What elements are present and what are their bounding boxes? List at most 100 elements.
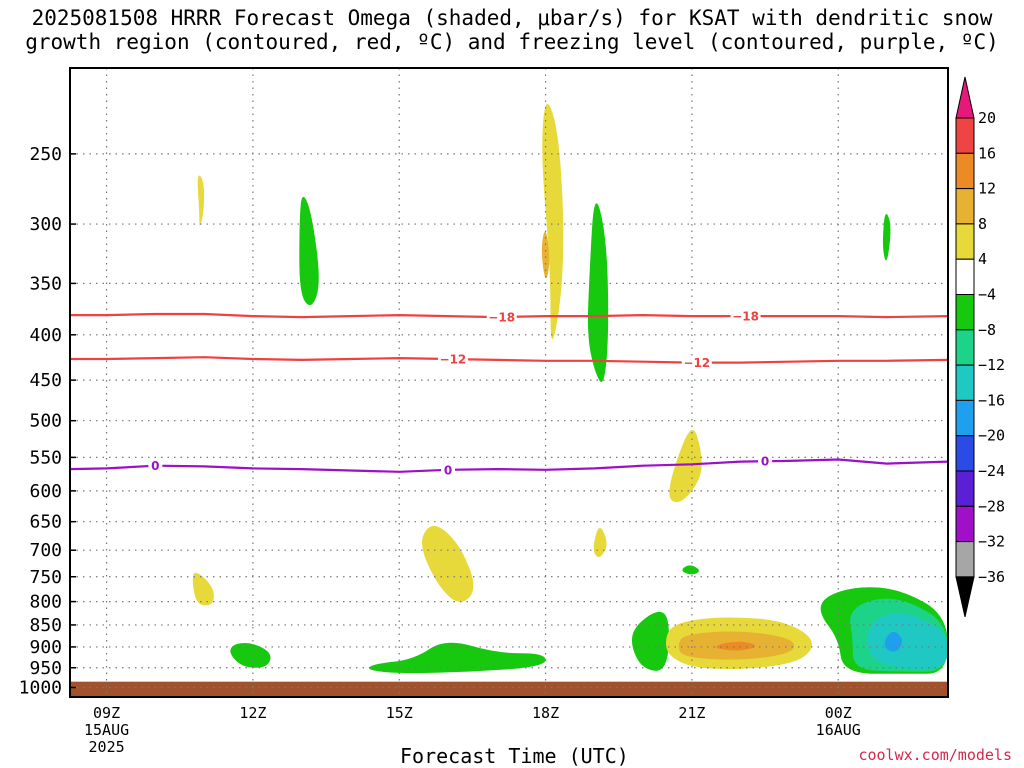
omega-region-4-9 (192, 572, 214, 606)
axes-layer: 2503003504004505005506006507007508008509… (19, 144, 861, 756)
below-ground-fill (70, 681, 948, 697)
y-tick-label-750: 750 (29, 567, 62, 588)
x-tick-sublabel-09Z-0: 15AUG (84, 721, 129, 739)
colorbar-swatch-9 (955, 399, 975, 437)
contour-label-0-2: 0 (761, 455, 769, 469)
colorbar-label-12: −32 (978, 533, 1005, 551)
x-tick-label-09Z: 09Z (93, 704, 120, 722)
colorbar-label-1: 16 (978, 144, 996, 162)
omega-region-4-7 (593, 528, 607, 558)
colorbar-label-6: −8 (978, 321, 996, 339)
y-tick-label-250: 250 (29, 144, 62, 165)
title-line-1: 2025081508 HRRR Forecast Omega (shaded, … (31, 6, 993, 30)
y-tick-label-450: 450 (29, 370, 62, 391)
y-tick-label-300: 300 (29, 214, 62, 235)
y-tick-label-400: 400 (29, 325, 62, 346)
omega-region-neg4-3 (299, 196, 319, 306)
colorbar: 20 16 12 8 4 −4 −8 −12 −16 −20 −24 −28 −32 −36 (955, 76, 1005, 618)
contour-label-−18-0: −18 (488, 310, 515, 324)
omega-region-neg12-19 (867, 613, 948, 669)
x-tick-sublabel-00Z-0: 16AUG (816, 721, 861, 739)
x-axis-label: Forecast Time (UTC) (400, 744, 629, 768)
colorbar-swatch-2 (955, 152, 975, 190)
contour-label-−18-1: −18 (732, 310, 759, 324)
plot-content (70, 104, 948, 697)
y-tick-label-550: 550 (29, 447, 62, 468)
x-tick-label-15Z: 15Z (386, 704, 413, 722)
contour-label-bg-0-1 (441, 462, 456, 477)
y-tick-label-350: 350 (29, 273, 62, 294)
x-tick-label-12Z: 12Z (239, 704, 266, 722)
contour-label-bg-−18-0 (486, 309, 517, 324)
colorbar-swatch-5 (955, 258, 975, 296)
colorbar-label-3: 8 (978, 215, 987, 233)
colorbar-top-arrow (955, 76, 975, 119)
x-tick-sublabel-09Z-1: 2025 (89, 738, 125, 756)
chart-title: 2025081508 HRRR Forecast Omega (shaded, … (0, 6, 1024, 54)
contour-label-0-0: 0 (151, 459, 159, 473)
y-tick-label-800: 800 (29, 592, 62, 613)
colorbar-label-11: −28 (978, 497, 1005, 515)
omega-region-neg4-5 (882, 214, 891, 261)
y-tick-label-500: 500 (29, 411, 62, 432)
omega-region-4-8 (422, 525, 474, 602)
colorbar-label-2: 12 (978, 180, 996, 198)
omega-region-4-0 (542, 104, 564, 340)
y-tick-label-700: 700 (29, 540, 62, 561)
colorbar-label-13: −36 (978, 568, 1005, 586)
contour-label-−12-0: −12 (440, 353, 467, 367)
colorbar-swatch-7 (955, 329, 975, 366)
x-tick-label-21Z: 21Z (678, 704, 705, 722)
contour-label-bg-0-0 (148, 458, 163, 473)
omega-region-neg4-4 (587, 203, 609, 382)
colorbar-swatch-8 (955, 364, 975, 401)
colorbar-bottom-arrow (955, 576, 975, 618)
colorbar-swatch-3 (955, 188, 975, 225)
contour-label-bg-−12-0 (437, 352, 468, 367)
credit-link[interactable]: coolwx.com/models (858, 746, 1012, 764)
y-tick-label-950: 950 (29, 658, 62, 679)
plot-frame (69, 67, 949, 698)
y-tick-label-600: 600 (29, 481, 62, 502)
grid-layer (70, 68, 948, 697)
contour-label-0-1: 0 (444, 463, 452, 477)
colorbar-swatch-12 (955, 505, 975, 543)
colorbar-swatch-4 (955, 223, 975, 260)
y-tick-label-1000: 1000 (19, 677, 62, 698)
colorbar-label-8: −16 (978, 391, 1005, 409)
colorbar-label-10: −24 (978, 462, 1005, 480)
omega-region-neg16-20 (884, 631, 902, 652)
x-tick-label-00Z: 00Z (825, 704, 852, 722)
y-tick-label-850: 850 (29, 615, 62, 636)
colorbar-label-7: −12 (978, 356, 1005, 374)
omega-region-4-6 (669, 430, 702, 503)
y-tick-label-900: 900 (29, 637, 62, 658)
contour-label-−12-1: −12 (683, 356, 710, 370)
x-tick-label-18Z: 18Z (532, 704, 559, 722)
colorbar-swatch-13 (955, 541, 975, 578)
colorbar-swatch-6 (955, 294, 975, 331)
colorbar-swatch-10 (955, 435, 975, 472)
omega-region-neg4-12 (368, 642, 546, 674)
contour-layer: −18 −18 −12 −12 0 0 0 (70, 309, 948, 477)
contour-line-0 (70, 458, 948, 473)
contour-label-bg-−12-1 (681, 355, 712, 370)
colorbar-label-5: −4 (978, 286, 996, 304)
colorbar-label-4: 4 (978, 250, 987, 268)
omega-region-4-2 (197, 175, 205, 226)
contour-line-−12 (70, 356, 948, 364)
colorbar-label-0: 20 (978, 109, 996, 127)
colorbar-label-9: −20 (978, 427, 1005, 445)
colorbar-swatch-11 (955, 470, 975, 507)
omega-region-12-16 (716, 641, 756, 651)
colorbar-swatch-1 (955, 117, 975, 154)
omega-region-8-1 (541, 231, 550, 279)
omega-region-neg4-10 (682, 565, 699, 575)
omega-region-neg4-11 (230, 643, 271, 668)
contour-label-bg-−18-1 (730, 309, 761, 324)
omega-region-neg4-13 (631, 611, 669, 671)
y-tick-label-650: 650 (29, 512, 62, 533)
contour-label-bg-0-2 (758, 454, 773, 469)
title-line-2: growth region (contoured, red, ºC) and f… (25, 30, 999, 54)
